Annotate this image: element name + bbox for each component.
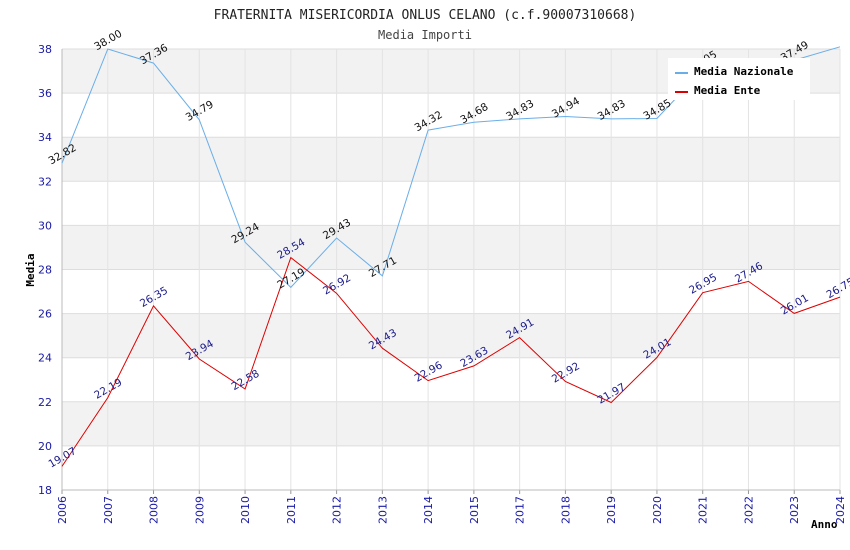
plot-band bbox=[62, 445, 840, 490]
axes bbox=[61, 49, 841, 494]
y-tick-label: 30 bbox=[38, 219, 52, 232]
x-tick-label: 2022 bbox=[742, 496, 755, 524]
y-axis-label: Media bbox=[24, 253, 37, 286]
x-tick-label: 2023 bbox=[788, 496, 801, 524]
plot-band bbox=[62, 401, 840, 446]
x-tick-label: 2017 bbox=[514, 496, 527, 524]
x-tick-label: 2007 bbox=[102, 496, 115, 524]
plot-band bbox=[62, 93, 840, 138]
x-tick-label: 2006 bbox=[56, 496, 69, 524]
plot-band bbox=[62, 269, 840, 314]
plot-band bbox=[62, 181, 840, 226]
x-tick-label: 2018 bbox=[559, 496, 572, 524]
series-line-media-ente bbox=[61, 256, 841, 467]
x-tick-label: 2021 bbox=[697, 496, 710, 524]
chart-subtitle: Media Importi bbox=[378, 28, 472, 42]
legend-entry: Media Ente bbox=[694, 84, 761, 97]
y-tick-label: 28 bbox=[38, 264, 52, 277]
x-tick-label: 2013 bbox=[376, 496, 389, 524]
y-axis-ticks: 18 20 22 24 26 28 30 32 34 36 38 bbox=[38, 43, 52, 497]
y-tick-label: 26 bbox=[38, 308, 52, 321]
x-tick-label: 2010 bbox=[239, 496, 252, 524]
y-tick-label: 22 bbox=[38, 396, 52, 409]
y-tick-label: 24 bbox=[38, 352, 52, 365]
x-tick-label: 2009 bbox=[193, 496, 206, 524]
chart-title: FRATERNITA MISERICORDIA ONLUS CELANO (c.… bbox=[214, 8, 637, 23]
plot-band bbox=[62, 357, 840, 402]
y-tick-label: 38 bbox=[38, 43, 52, 56]
x-tick-label: 2014 bbox=[422, 496, 435, 524]
y-tick-label: 36 bbox=[38, 87, 52, 100]
y-tick-label: 18 bbox=[38, 484, 52, 497]
x-tick-label: 2008 bbox=[148, 496, 161, 524]
legend: Media Nazionale Media Ente bbox=[668, 58, 810, 100]
y-tick-label: 34 bbox=[38, 131, 52, 144]
x-axis-ticks: 2006 2007 2008 2009 2010 2011 2012 2013 2014 2015… bbox=[56, 496, 847, 524]
plot-band bbox=[62, 137, 840, 182]
x-tick-label: 2015 bbox=[468, 496, 481, 524]
legend-entry: Media Nazionale bbox=[694, 65, 794, 78]
x-tick-label: 2011 bbox=[285, 496, 298, 524]
y-tick-label: 20 bbox=[38, 440, 52, 453]
x-tick-label: 2024 bbox=[834, 496, 847, 524]
x-tick-label: 2019 bbox=[605, 496, 618, 524]
x-axis-label: Anno bbox=[811, 518, 838, 531]
legend-box bbox=[668, 58, 810, 100]
x-tick-label: 2012 bbox=[331, 496, 344, 524]
x-tick-label: 2020 bbox=[651, 496, 664, 524]
y-tick-label: 32 bbox=[38, 175, 52, 188]
plot-background bbox=[62, 49, 840, 490]
plot-band bbox=[62, 225, 840, 270]
